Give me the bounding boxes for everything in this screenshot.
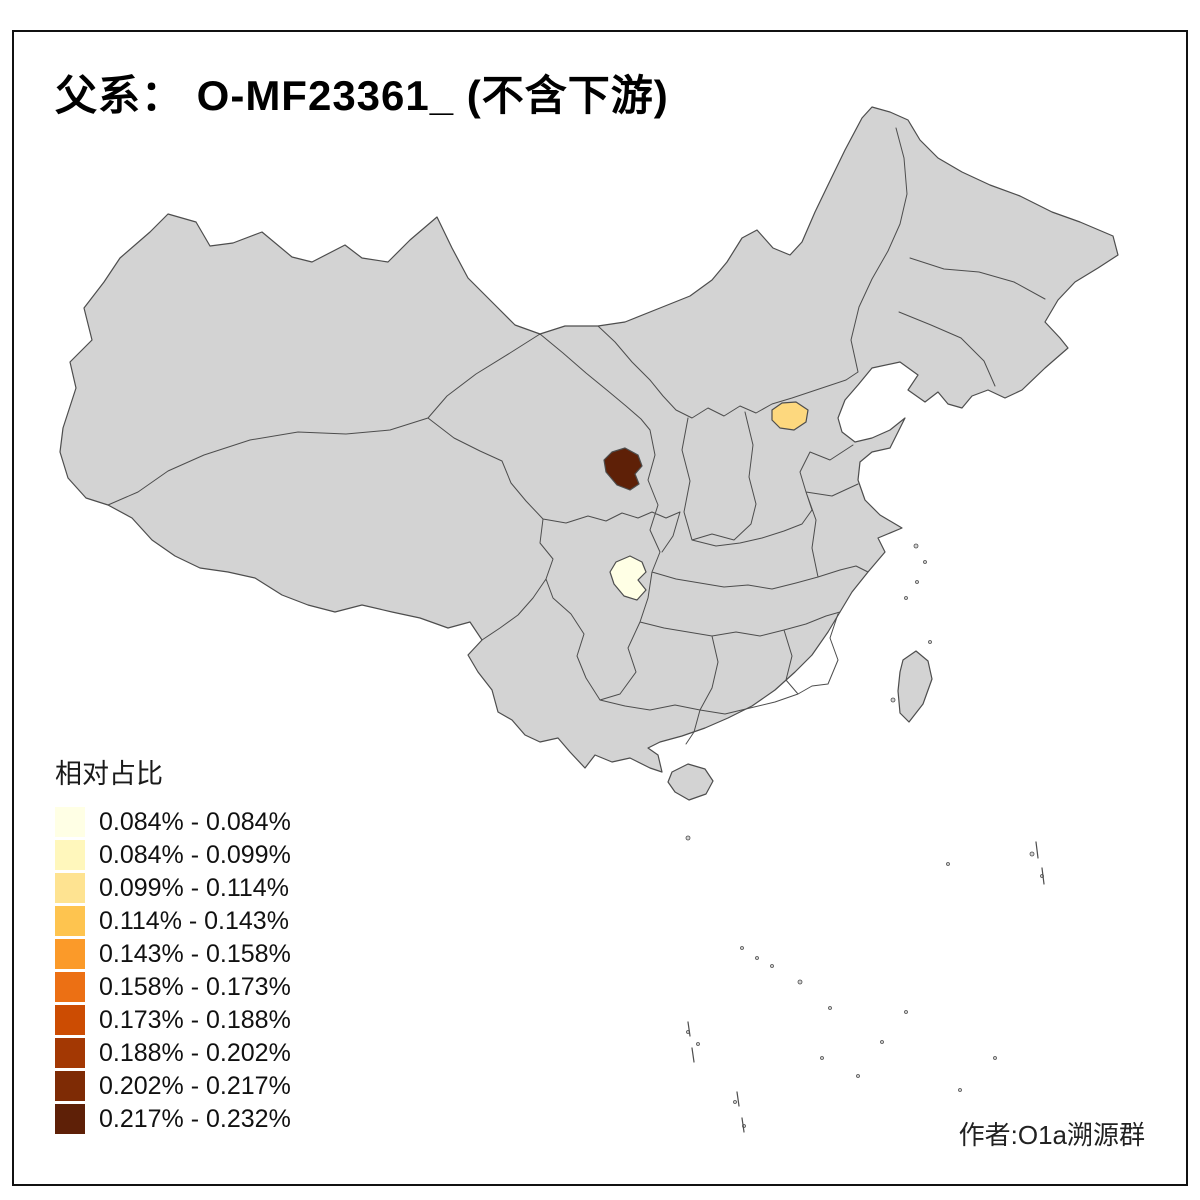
hainan-island [667,763,714,801]
legend-swatch [55,906,85,936]
taiwan-island [897,650,933,723]
legend-title: 相对占比 [55,759,163,789]
author-credit: 作者:O1a溯源群 [958,1120,1145,1150]
legend-swatch [55,807,85,837]
legend-swatch [55,1071,85,1101]
legend-label: 0.114% - 0.143% [99,906,289,935]
legend-swatch [55,972,85,1002]
legend-item: 0.158% - 0.173% [55,972,291,1002]
mainland-group [59,106,1119,1133]
sea-boundary-dashes [687,841,1045,1133]
legend-item: 0.114% - 0.143% [55,906,291,936]
legend-label: 0.099% - 0.114% [99,873,289,902]
legend-item: 0.084% - 0.099% [55,840,291,870]
legend-item: 0.099% - 0.114% [55,873,291,903]
legend-label: 0.143% - 0.158% [99,939,291,968]
offshore-islands [685,543,1044,1128]
legend-swatch [55,840,85,870]
legend-swatch [55,1005,85,1035]
legend-item: 0.084% - 0.084% [55,807,291,837]
legend-label: 0.158% - 0.173% [99,972,291,1001]
mainland-outline [59,106,1119,773]
legend: 相对占比 0.084% - 0.084% 0.084% - 0.099% 0.0… [55,752,291,1137]
page-frame [12,30,1188,1186]
legend-label: 0.188% - 0.202% [99,1038,291,1067]
legend-item: 0.217% - 0.232% [55,1104,291,1134]
legend-item: 0.188% - 0.202% [55,1038,291,1068]
legend-label: 0.202% - 0.217% [99,1071,291,1100]
legend-label: 0.173% - 0.188% [99,1005,291,1034]
legend-label: 0.217% - 0.232% [99,1104,291,1133]
legend-swatch [55,939,85,969]
legend-label: 0.084% - 0.099% [99,840,291,869]
province-borders [107,127,1046,745]
page-title: 父系： O-MF23361_ (不含下游) [55,72,669,119]
legend-item: 0.202% - 0.217% [55,1071,291,1101]
legend-swatch [55,1038,85,1068]
legend-label: 0.084% - 0.084% [99,807,291,836]
highlight-region-chongqing [609,555,647,601]
highlight-region-ningxia [603,447,643,491]
legend-swatch [55,873,85,903]
legend-item: 0.173% - 0.188% [55,1005,291,1035]
legend-swatch [55,1104,85,1134]
highlight-region-beijing [771,401,809,431]
legend-item: 0.143% - 0.158% [55,939,291,969]
